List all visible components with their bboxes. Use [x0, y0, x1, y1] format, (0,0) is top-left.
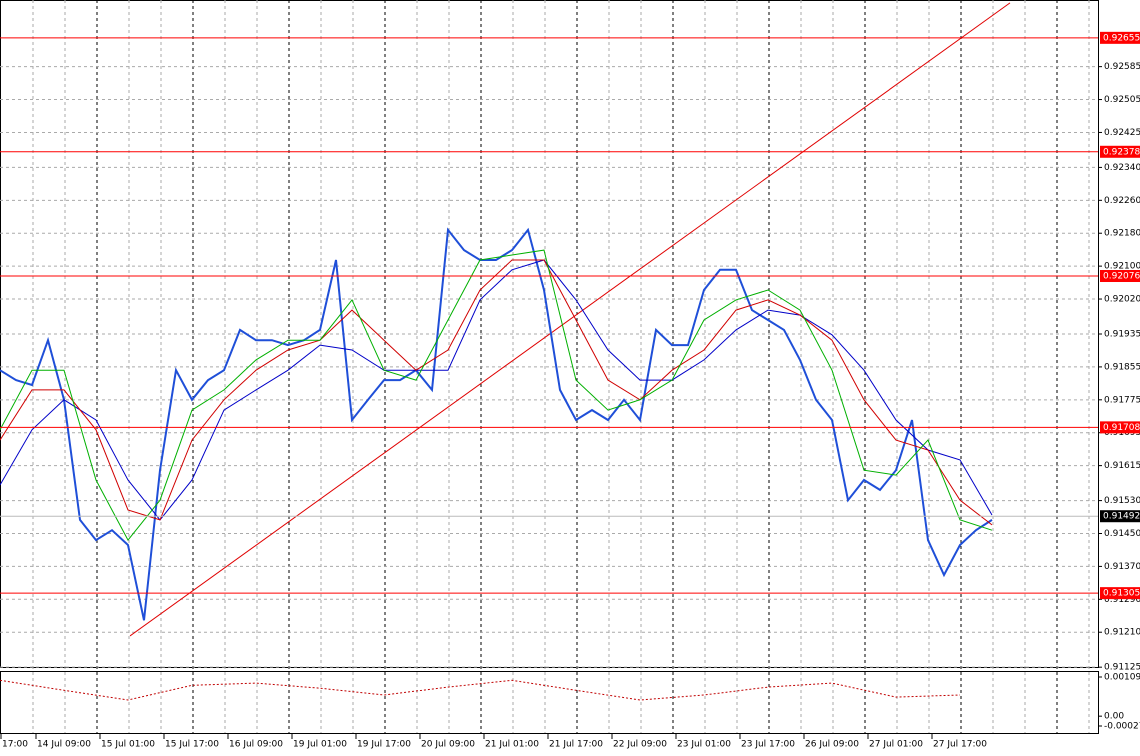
x-tick-label: 21 Jul 01:00	[485, 740, 539, 750]
y-tick-label: 0.91125	[1104, 663, 1140, 673]
x-tick-label: 16 Jul 09:00	[229, 740, 283, 750]
level-label: 0.92076	[1103, 272, 1140, 282]
moving-average	[0, 259, 993, 526]
y-tick-label: 0.92020	[1104, 295, 1140, 305]
y-tick-label: 0.92340	[1104, 163, 1140, 173]
level-label: 0.92655	[1103, 33, 1140, 43]
x-tick-label: 19 Jul 17:00	[357, 740, 411, 750]
x-tick-label: 20 Jul 09:00	[421, 740, 475, 750]
plot	[0, 2, 1011, 637]
osc-tick-label: 0.001091	[1104, 673, 1140, 683]
level-tag	[1100, 31, 1140, 44]
price-label: 0.91492	[1103, 512, 1140, 522]
y-tick-label: 0.91290	[1104, 595, 1140, 605]
x-tick-label: 19 Jul 01:00	[293, 740, 347, 750]
oscillator-frame	[0, 671, 1099, 734]
x-tick-label: 27 Jul 17:00	[933, 740, 987, 750]
x-tick-label: 15 Jul 17:00	[165, 740, 219, 750]
y-tick-label: 0.92100	[1104, 262, 1140, 272]
y-tick-label: 0.92505	[1104, 95, 1140, 105]
y-tick-label: 0.91450	[1104, 529, 1140, 539]
y-tick-label: 0.91775	[1104, 395, 1140, 405]
trend-line	[129, 2, 1011, 637]
osc-tick-label: -0.000274	[1104, 722, 1140, 732]
y-tick-label: 0.91935	[1104, 330, 1140, 340]
level-label: 0.91305	[1103, 589, 1140, 599]
y-tick-label: 0.92260	[1104, 196, 1140, 206]
x-tick-label: 21 Jul 17:00	[549, 740, 603, 750]
x-tick-label: 26 Jul 09:00	[805, 740, 859, 750]
moving-average	[0, 249, 993, 542]
x-tick-label: 23 Jul 01:00	[677, 740, 731, 750]
oscillator-line	[0, 679, 961, 701]
level-tag	[1100, 145, 1140, 158]
y-tick-label: 0.91530	[1104, 496, 1140, 506]
x-tick-label: 17:00	[2, 740, 28, 750]
x-tick-label: 23 Jul 17:00	[741, 740, 795, 750]
price-tag	[1100, 510, 1140, 523]
level-label: 0.92378	[1103, 147, 1140, 157]
y-tick-label: 0.91210	[1104, 628, 1140, 638]
level-tag	[1100, 270, 1140, 283]
y-tick-label: 0.91855	[1104, 362, 1140, 372]
y-tick-label: 0.92425	[1104, 128, 1140, 138]
x-tick-label: 27 Jul 01:00	[869, 740, 923, 750]
price-line-series	[0, 227, 993, 621]
y-tick-label: 0.92585	[1104, 62, 1140, 72]
y-tick-label: 0.92180	[1104, 229, 1140, 239]
osc-tick-label: 0.00	[1104, 712, 1124, 722]
level-tag	[1100, 587, 1140, 600]
x-tick-label: 14 Jul 09:00	[37, 740, 91, 750]
moving-average	[0, 259, 993, 521]
level-tag	[1100, 421, 1140, 434]
x-tick-label: 15 Jul 01:00	[101, 740, 155, 750]
level-label: 0.91708	[1103, 423, 1140, 433]
y-tick-label: 0.91615	[1104, 461, 1140, 471]
y-tick-label: 0.91370	[1104, 562, 1140, 572]
x-tick-label: 22 Jul 09:00	[613, 740, 667, 750]
